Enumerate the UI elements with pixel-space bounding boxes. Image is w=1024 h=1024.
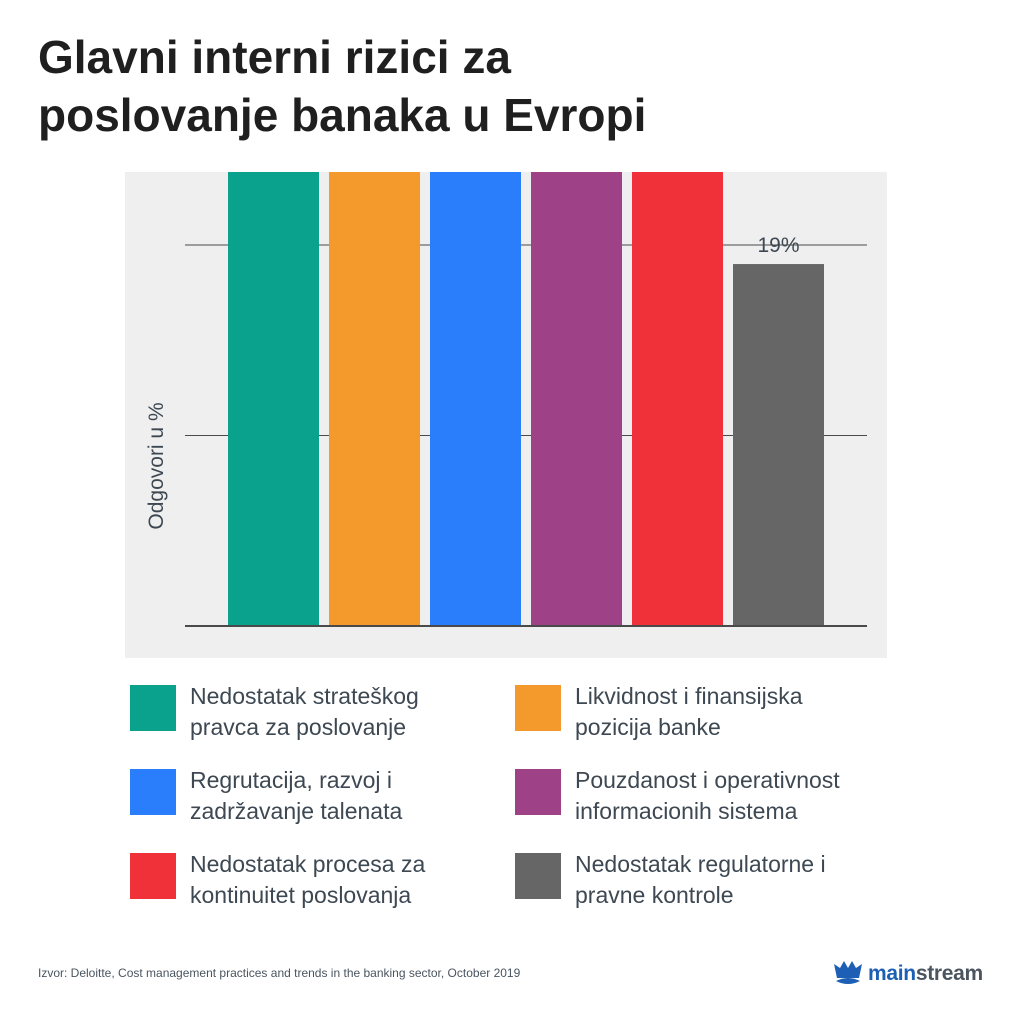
- brand-name: mainstream: [868, 962, 983, 985]
- legend-item-regulatory-control: Nedostatak regulatorne i pravne kontrole: [515, 851, 895, 921]
- legend-label: Likvidnost i finansijska pozicija banke: [575, 683, 803, 740]
- legend-label: Nedostatak procesa za kontinuitet poslov…: [190, 851, 426, 908]
- bar: [733, 264, 824, 626]
- bar-chart: Odgovori u %32%30%26%43%36%19%: [145, 172, 867, 627]
- bar: [531, 172, 622, 627]
- brand-logo: mainstream: [832, 958, 992, 992]
- bar: [329, 172, 420, 626]
- page-title: Glavni interni rizici za poslovanje bana…: [38, 28, 938, 144]
- legend: Nedostatak strateškog pravca za poslovan…: [130, 683, 890, 923]
- title-line-2: poslovanje banaka u Evropi: [38, 89, 647, 141]
- legend-label: Pouzdanost i operativnost informacionih …: [575, 767, 840, 824]
- legend-label: Nedostatak regulatorne i pravne kontrole: [575, 851, 826, 908]
- legend-swatch: [130, 853, 176, 899]
- legend-swatch: [130, 769, 176, 815]
- crown-icon: [834, 961, 862, 984]
- legend-swatch: [130, 685, 176, 731]
- legend-swatch: [515, 853, 561, 899]
- legend-item-liquidity: Likvidnost i finansijska pozicija banke: [515, 683, 895, 753]
- bar: [228, 172, 319, 626]
- legend-swatch: [515, 685, 561, 731]
- legend-item-business-continuity: Nedostatak procesa za kontinuitet poslov…: [130, 851, 510, 921]
- legend-item-talent: Regrutacija, razvoj i zadržavanje talena…: [130, 767, 510, 837]
- legend-label: Regrutacija, razvoj i zadržavanje talena…: [190, 767, 403, 824]
- data-label: 19%: [757, 234, 799, 257]
- bar: [632, 172, 723, 626]
- legend-label: Nedostatak strateškog pravca za poslovan…: [190, 683, 419, 740]
- legend-swatch: [515, 769, 561, 815]
- source-note: Izvor: Deloitte, Cost management practic…: [38, 966, 521, 980]
- chart-panel: Odgovori u %32%30%26%43%36%19%: [125, 172, 887, 658]
- title-line-1: Glavni interni rizici za: [38, 31, 511, 83]
- legend-item-it-systems: Pouzdanost i operativnost informacionih …: [515, 767, 895, 837]
- bar: [430, 172, 521, 626]
- legend-item-strategic-direction: Nedostatak strateškog pravca za poslovan…: [130, 683, 510, 753]
- y-axis-label: Odgovori u %: [145, 402, 168, 529]
